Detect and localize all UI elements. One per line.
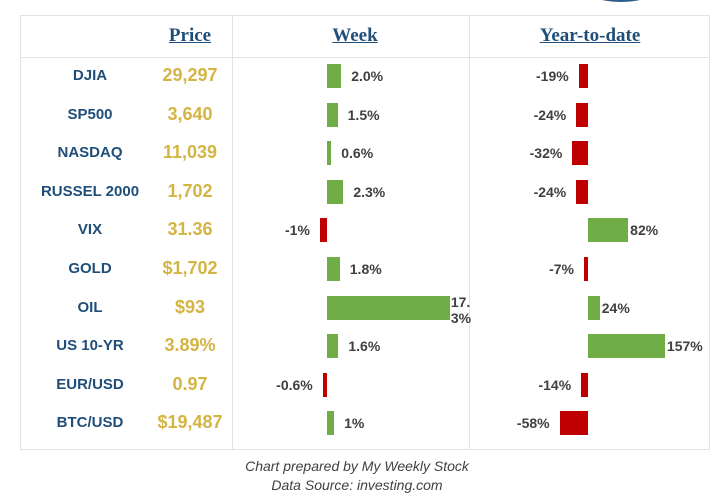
ytd-value-label: 24% — [601, 299, 630, 316]
week-value-label: -0.6% — [276, 376, 313, 393]
row-label: RUSSEL 2000 — [40, 182, 140, 200]
ytd-bar — [578, 64, 588, 88]
row-label: NASDAQ — [57, 144, 123, 162]
week-value-label: 2.3% — [353, 183, 386, 200]
row-price: 0.97 — [172, 373, 208, 394]
week-value-label: 17.3% — [450, 293, 472, 326]
ytd-value-label: -19% — [536, 68, 569, 84]
week-bar — [322, 372, 327, 397]
week-bar — [327, 102, 338, 127]
ytd-bar — [588, 218, 629, 243]
row-price: $93 — [174, 296, 206, 317]
week-value-label: 0.6% — [341, 145, 374, 162]
week-value-label: 1.8% — [349, 261, 382, 277]
ytd-bar — [576, 179, 588, 204]
ytd-value-label: -7% — [549, 261, 574, 277]
ytd-value-label: -58% — [516, 415, 550, 432]
ytd-value-label: -32% — [529, 145, 563, 162]
ytd-bar — [559, 411, 588, 436]
column-divider-price — [232, 15, 233, 450]
column-divider-week — [469, 15, 470, 450]
week-value-label: 1.5% — [347, 106, 380, 123]
row-price: 3,640 — [167, 103, 213, 124]
week-value-label: -1% — [285, 222, 310, 239]
row-price: $1,702 — [162, 258, 218, 278]
week-bar — [319, 218, 327, 243]
ytd-value-label: 82% — [630, 222, 659, 239]
row-label: OIL — [77, 298, 103, 316]
row-label: SP500 — [67, 105, 113, 123]
week-value-label: 2.0% — [351, 68, 384, 84]
ytd-bar — [588, 295, 600, 320]
footer-source: Data Source: investing.com — [271, 477, 443, 493]
row-label: US 10-YR — [56, 337, 124, 355]
week-bar — [327, 295, 450, 320]
week-bar — [327, 411, 335, 436]
row-label: GOLD — [68, 260, 112, 277]
week-bar — [327, 141, 332, 166]
week-bar — [327, 179, 344, 204]
footer-credit: Chart prepared by My Weekly Stock — [245, 458, 469, 474]
row-label: BTC/USD — [56, 414, 124, 432]
row-price: 11,039 — [162, 142, 218, 163]
ytd-bar — [581, 372, 588, 397]
header-week: Week — [332, 25, 378, 46]
row-label: EUR/USD — [56, 375, 124, 393]
corner-logo-shape — [578, 0, 664, 2]
week-bar — [327, 334, 339, 359]
ytd-value-label: 157% — [666, 338, 703, 355]
ytd-bar — [576, 102, 588, 127]
row-label: VIX — [77, 221, 103, 239]
week-value-label: 1.6% — [348, 338, 381, 355]
table-frame — [20, 15, 710, 450]
ytd-bar — [584, 257, 588, 281]
ytd-bar — [572, 141, 588, 166]
row-price: 29,297 — [162, 65, 218, 85]
header-ytd: Year-to-date — [539, 25, 641, 46]
row-label: DJIA — [72, 67, 108, 84]
row-price: $19,487 — [157, 412, 223, 433]
week-bar — [327, 64, 342, 88]
ytd-value-label: -24% — [533, 183, 567, 200]
ytd-value-label: -14% — [538, 376, 572, 393]
ytd-value-label: -24% — [533, 106, 567, 123]
row-price: 3.89% — [164, 335, 216, 356]
row-price: 1,702 — [167, 180, 213, 201]
row-price: 31.36 — [167, 219, 213, 240]
ytd-bar — [588, 334, 665, 359]
header-divider — [20, 57, 710, 58]
header-price: Price — [168, 25, 212, 46]
week-bar — [327, 257, 340, 281]
week-value-label: 1% — [344, 415, 365, 432]
